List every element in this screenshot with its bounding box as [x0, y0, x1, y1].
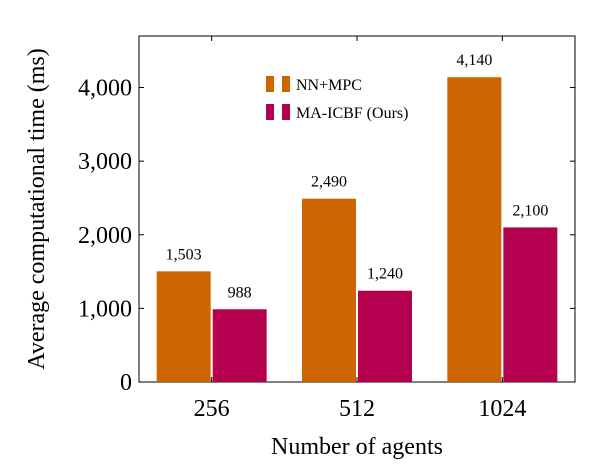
legend-items: NN+MPC MA-ICBF (Ours) [266, 76, 408, 122]
y-tick-label: 4,000 [78, 76, 132, 102]
bar [156, 271, 211, 382]
legend-swatch [282, 76, 290, 92]
legend: NN+MPC MA-ICBF (Ours) [252, 64, 439, 130]
y-axis-title: Average computational time (ms) [24, 48, 50, 369]
legend-swatch [266, 76, 274, 92]
legend-label: NN+MPC [296, 77, 362, 94]
data-label: 4,140 [456, 52, 492, 69]
x-tick-label: 256 [194, 396, 230, 422]
x-tick-label: 1024 [478, 396, 526, 422]
bar [358, 290, 412, 382]
data-label: 1,503 [166, 246, 202, 263]
y-axis-ticks: 0 1,000 2,000 3,000 4,000 [78, 76, 575, 396]
x-tick-label: 512 [339, 396, 375, 422]
y-tick-label: 2,000 [78, 223, 132, 249]
x-axis-ticks: 256 512 1024 [194, 36, 526, 422]
bar [503, 227, 558, 382]
x-axis-title: Number of agents [271, 434, 443, 460]
data-label: 2,100 [512, 202, 548, 219]
y-tick-label: 1,000 [78, 296, 132, 322]
y-tick-label: 3,000 [78, 149, 132, 175]
bar [212, 309, 267, 382]
data-labels: 1,503 988 2,490 1,240 4,140 2,100 [166, 52, 549, 301]
legend-swatch [282, 104, 290, 120]
data-label: 2,490 [311, 174, 347, 191]
data-label: 988 [228, 284, 252, 301]
bars [156, 77, 558, 383]
bar [302, 198, 356, 382]
bar [447, 77, 502, 383]
legend-swatch [266, 104, 274, 120]
data-label: 1,240 [367, 266, 403, 283]
y-tick-label: 0 [120, 370, 132, 396]
legend-label: MA-ICBF (Ours) [296, 105, 408, 122]
